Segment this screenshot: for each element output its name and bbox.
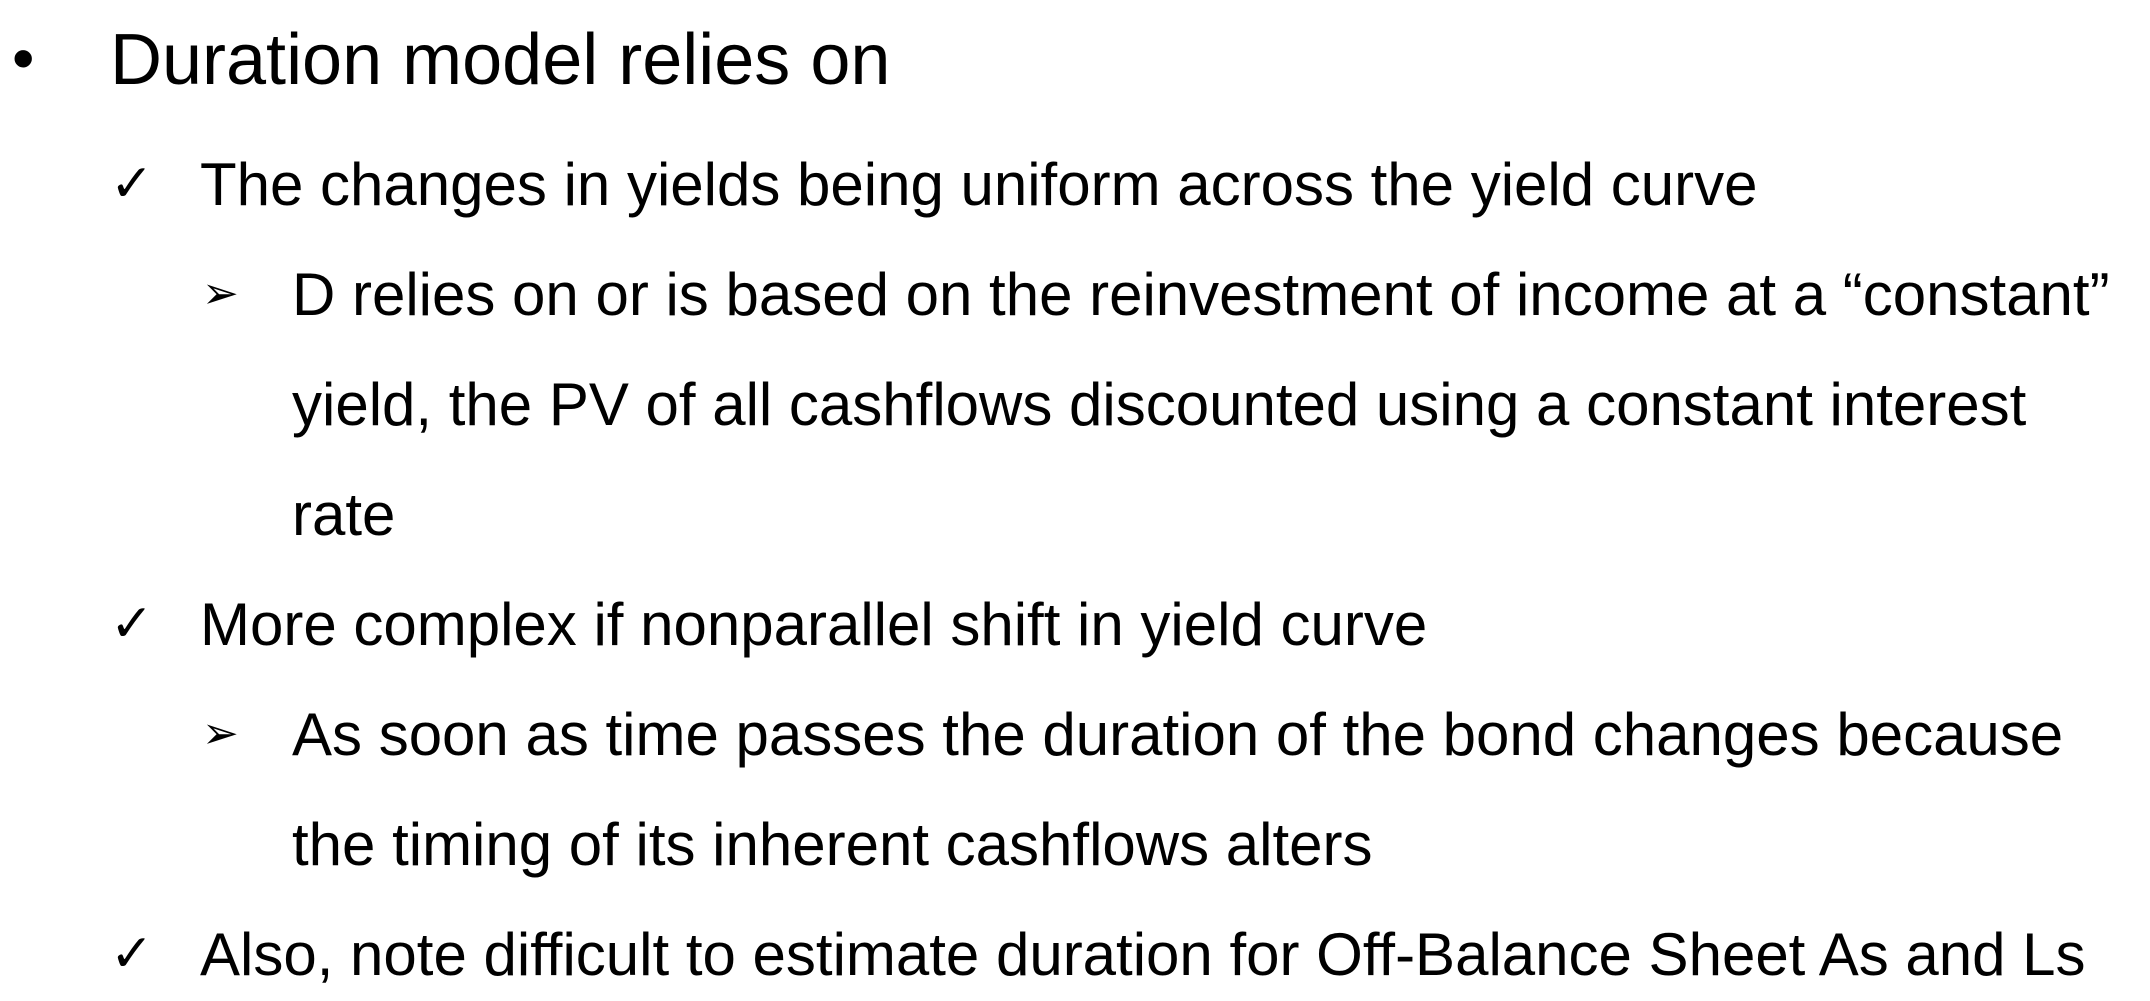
main-bullet-text: Duration model relies on [110, 20, 891, 100]
list-item: Also, note difficult to estimate duratio… [200, 921, 2086, 988]
arrow-bullet-icon: ➢ [202, 708, 239, 759]
sub-list-line: yield, the PV of all cashflows discounte… [292, 371, 2027, 438]
sub-list-line: the timing of its inherent cashflows alt… [292, 811, 1373, 878]
list-item: More complex if nonparallel shift in yie… [200, 591, 1428, 658]
check-icon: ✓ [110, 154, 154, 214]
arrow-bullet-icon: ➢ [202, 268, 239, 319]
sub-list-line: As soon as time passes the duration of t… [292, 701, 2064, 768]
bullet-marker: • [12, 22, 35, 94]
sub-list-line: rate [292, 481, 396, 548]
check-icon: ✓ [110, 594, 154, 654]
sub-list-line: D relies on or is based on the reinvestm… [292, 261, 2110, 328]
list-item: The changes in yields being uniform acro… [200, 151, 1758, 218]
check-icon: ✓ [110, 924, 154, 984]
